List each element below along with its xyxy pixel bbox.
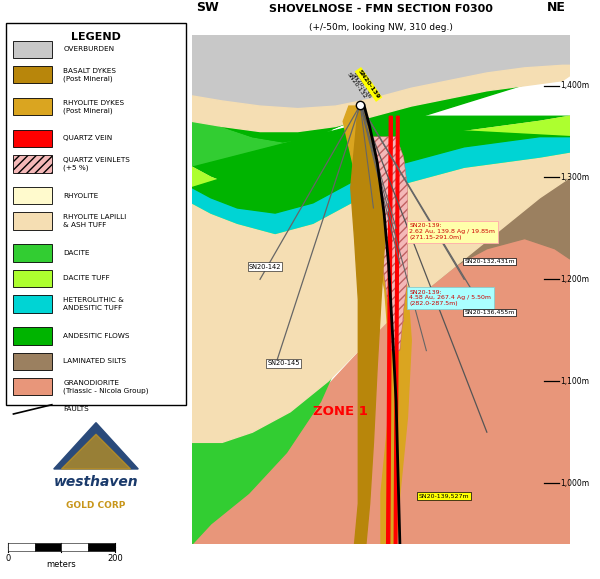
Text: 1,400m: 1,400m <box>560 81 590 90</box>
Text: SHOVELNOSE - FMN SECTION F0300: SHOVELNOSE - FMN SECTION F0300 <box>269 5 493 14</box>
Bar <box>13 98 52 115</box>
Text: SN20-132: SN20-132 <box>346 72 367 100</box>
Text: LAMINATED SILTS: LAMINATED SILTS <box>64 358 127 364</box>
Text: HETEROLITHIC &
ANDESITIC TUFF: HETEROLITHIC & ANDESITIC TUFF <box>64 297 124 311</box>
Text: SN20-145: SN20-145 <box>268 360 300 367</box>
Polygon shape <box>381 259 404 340</box>
Text: QUARTZ VEINLETS
(+5 %): QUARTZ VEINLETS (+5 %) <box>64 157 130 171</box>
Text: ZONE 1: ZONE 1 <box>313 405 368 418</box>
Polygon shape <box>381 177 570 320</box>
Text: 1,300m: 1,300m <box>560 173 590 182</box>
Polygon shape <box>366 137 407 351</box>
Bar <box>13 378 52 395</box>
Text: SN20-139: SN20-139 <box>356 69 380 100</box>
Text: SW: SW <box>196 1 218 14</box>
Bar <box>13 244 52 262</box>
Text: 1,200m: 1,200m <box>560 275 590 284</box>
Bar <box>35 543 61 551</box>
Text: SN20-139:
2.62 Au, 139.8 Ag / 19.85m
(271.15-291.0m): SN20-139: 2.62 Au, 139.8 Ag / 19.85m (27… <box>409 223 496 240</box>
Bar <box>61 543 88 551</box>
Polygon shape <box>394 116 399 544</box>
FancyBboxPatch shape <box>6 23 186 405</box>
Bar <box>13 41 52 58</box>
Text: NE: NE <box>547 1 566 14</box>
Polygon shape <box>343 106 411 544</box>
Text: 1,100m: 1,100m <box>560 377 590 386</box>
Text: SN20-132,431m: SN20-132,431m <box>464 259 515 264</box>
Text: QUARTZ VEIN: QUARTZ VEIN <box>64 135 113 141</box>
Polygon shape <box>192 71 570 213</box>
Text: 1,000m: 1,000m <box>560 479 590 488</box>
Polygon shape <box>373 157 400 239</box>
Polygon shape <box>351 106 385 544</box>
Bar <box>13 66 52 83</box>
Text: SN20-136: SN20-136 <box>352 72 373 100</box>
Text: DACITE TUFF: DACITE TUFF <box>64 276 110 281</box>
Bar <box>13 187 52 204</box>
Text: westhaven: westhaven <box>53 475 139 489</box>
Polygon shape <box>192 71 570 198</box>
Text: 200: 200 <box>107 554 123 563</box>
Text: meters: meters <box>47 560 76 569</box>
Bar <box>13 155 52 173</box>
Text: LEGEND: LEGEND <box>71 32 121 42</box>
Bar <box>13 295 52 313</box>
Text: ANDESITIC FLOWS: ANDESITIC FLOWS <box>64 333 130 339</box>
Text: FAULTS: FAULTS <box>64 406 89 412</box>
Bar <box>13 270 52 287</box>
Text: (+/-50m, looking NW, 310 deg.): (+/-50m, looking NW, 310 deg.) <box>309 23 453 32</box>
Text: OVERBURDEN: OVERBURDEN <box>64 46 115 52</box>
Polygon shape <box>192 137 570 233</box>
Polygon shape <box>192 65 570 131</box>
Text: RHYOLITE DYKES
(Post Mineral): RHYOLITE DYKES (Post Mineral) <box>64 100 124 113</box>
Text: SN20-139,527m: SN20-139,527m <box>419 493 469 499</box>
Polygon shape <box>192 35 570 109</box>
Bar <box>8 543 35 551</box>
Text: SN20-142: SN20-142 <box>249 263 281 270</box>
Polygon shape <box>61 434 131 469</box>
Polygon shape <box>386 116 392 544</box>
Polygon shape <box>192 35 366 544</box>
Bar <box>88 543 115 551</box>
Text: GOLD CORP: GOLD CORP <box>67 501 125 510</box>
Bar <box>13 212 52 230</box>
Text: GRANODIORITE
(Triassic - Nicola Group): GRANODIORITE (Triassic - Nicola Group) <box>64 380 149 394</box>
Polygon shape <box>192 177 570 544</box>
Text: RHYOLITE LAPILLI
& ASH TUFF: RHYOLITE LAPILLI & ASH TUFF <box>64 214 127 228</box>
Bar <box>13 130 52 147</box>
Text: 0: 0 <box>5 554 10 563</box>
Text: RHYOLITE: RHYOLITE <box>64 193 98 199</box>
Text: SN20-139:
4.58 Au, 267.4 Ag / 5.50m
(282.0-287.5m): SN20-139: 4.58 Au, 267.4 Ag / 5.50m (282… <box>409 290 491 306</box>
Bar <box>13 353 52 370</box>
Text: DACITE: DACITE <box>64 250 90 256</box>
Polygon shape <box>54 423 138 469</box>
Polygon shape <box>192 116 570 442</box>
Bar <box>13 327 52 345</box>
Text: BASALT DYKES
(Post Mineral): BASALT DYKES (Post Mineral) <box>64 68 116 82</box>
Polygon shape <box>192 116 570 233</box>
Text: SN20-136,455m: SN20-136,455m <box>464 310 515 315</box>
